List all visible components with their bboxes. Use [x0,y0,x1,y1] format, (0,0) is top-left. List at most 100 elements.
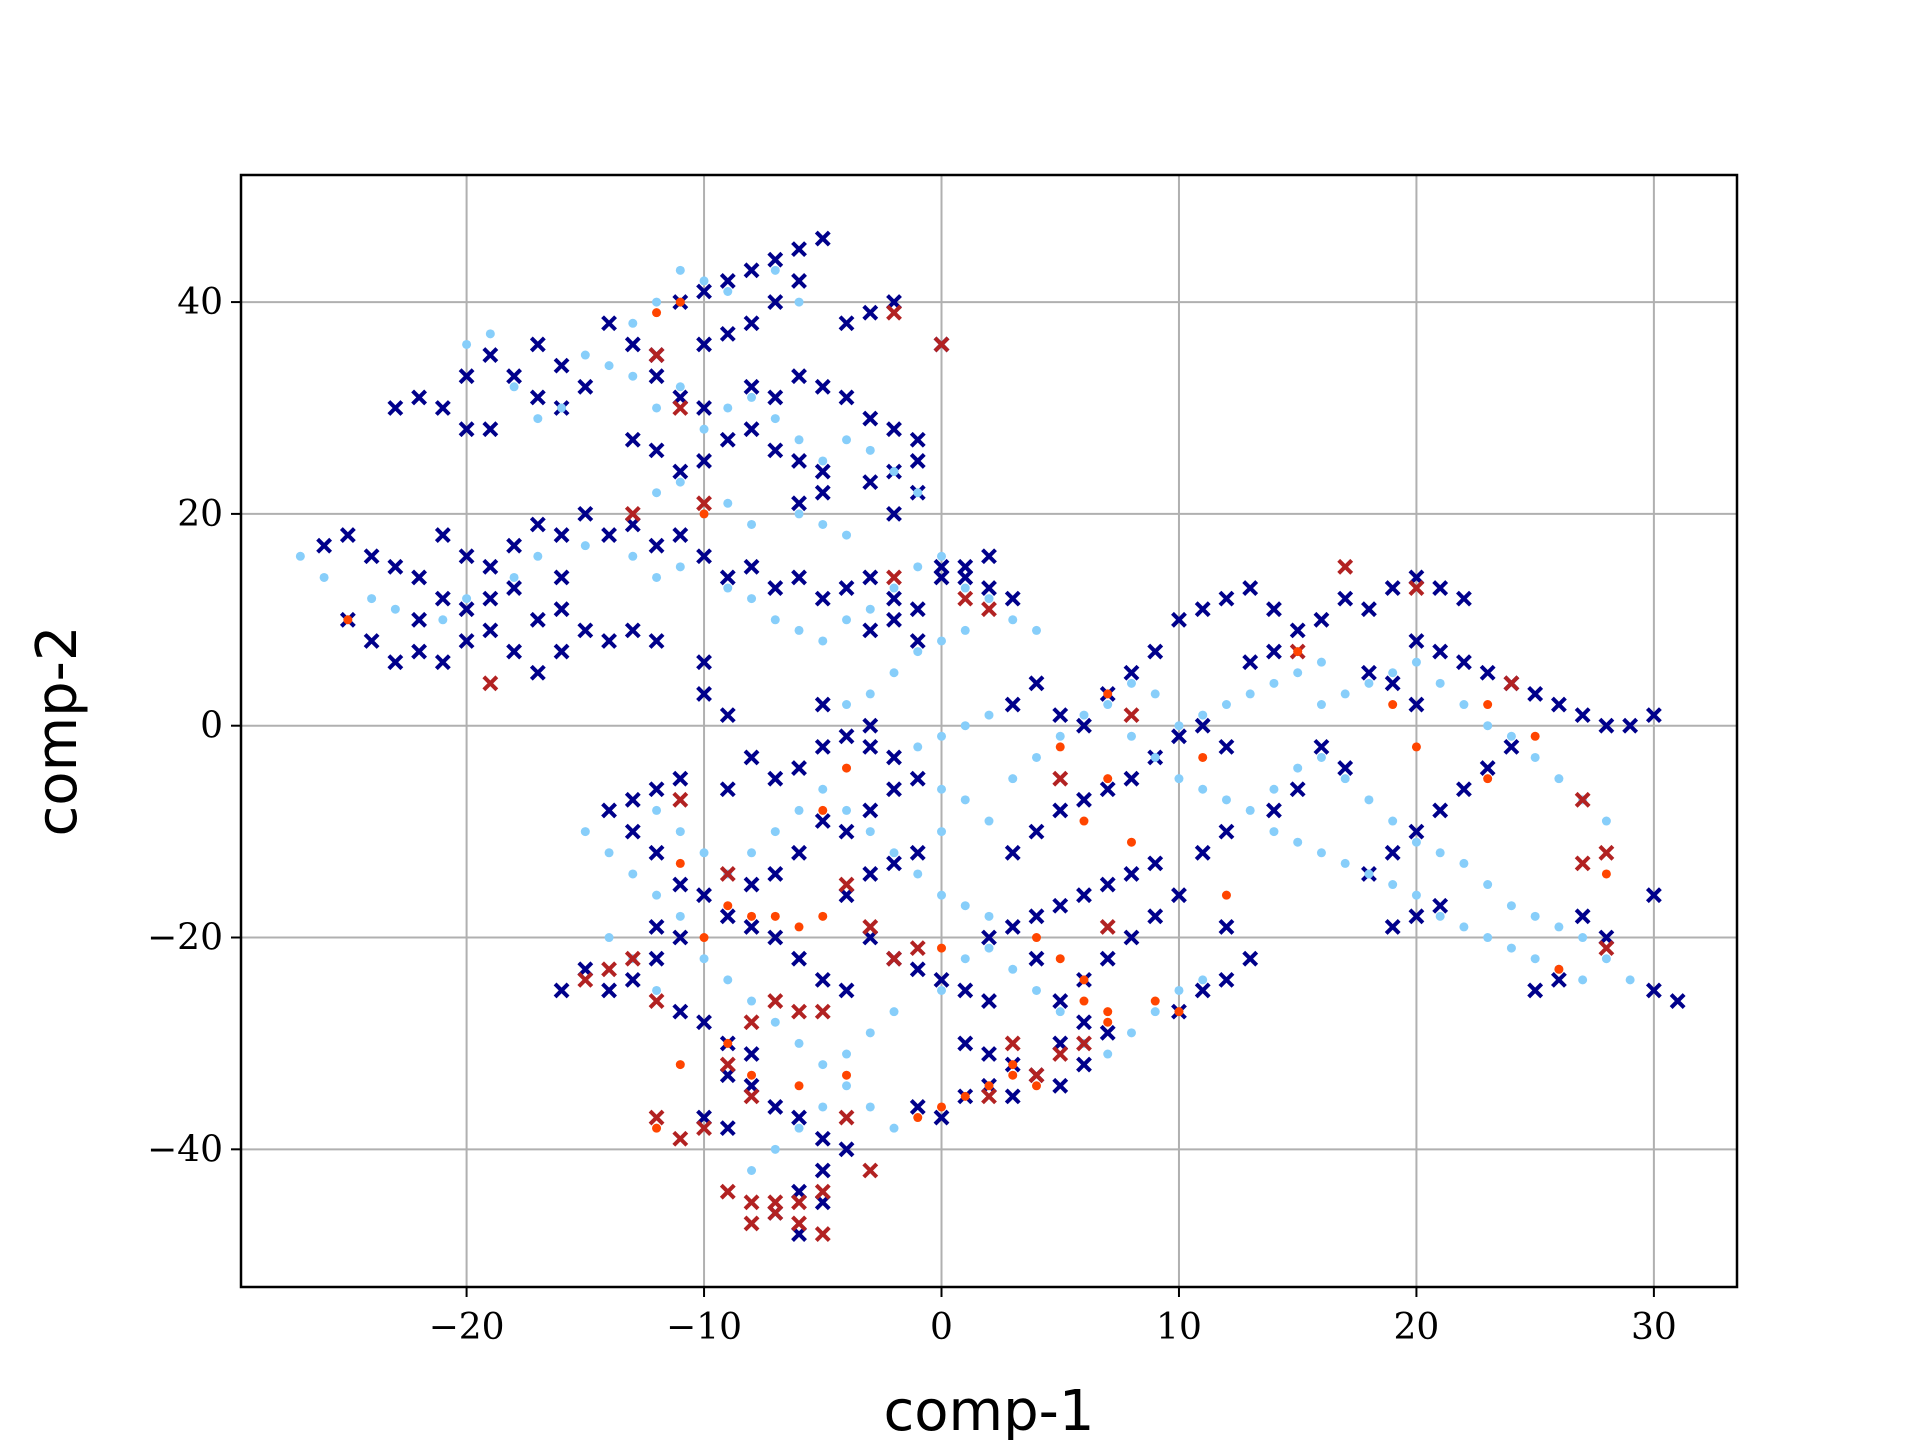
data-point-x [814,463,831,480]
data-point-x [1408,908,1425,925]
data-point-dot [842,435,852,445]
data-point-x [648,368,665,385]
data-point-dot [1459,700,1469,710]
data-point-x [577,622,594,639]
data-point-x [838,876,855,893]
data-point-dot [1150,1007,1160,1017]
data-point-dot [984,1081,994,1091]
data-point-x [743,315,760,332]
data-point-dot [1221,795,1231,805]
data-point-dot [1411,657,1421,667]
data-point-x [577,378,594,395]
data-point-x [838,315,855,332]
data-point-x [1028,1067,1045,1084]
data-point-x [672,1130,689,1147]
data-point-x [1456,590,1472,607]
data-point-dot [557,403,567,413]
data-point-x [1004,919,1021,935]
data-point-dot [1008,774,1018,784]
data-point-dot [1364,795,1374,805]
data-point-x [814,1183,831,1200]
data-point-dot [1530,954,1540,964]
data-point-x [791,368,807,385]
data-point-dot [937,985,947,995]
data-point-x [862,738,879,755]
data-point-dot [1079,710,1089,720]
data-point-dot [1126,837,1136,847]
data-point-x [767,442,784,459]
data-point-x [648,919,665,935]
data-point-x [1147,908,1164,925]
data-point-dot [1316,657,1326,667]
data-point-x [1052,897,1069,914]
data-point-dot [794,1038,804,1048]
data-point-x [506,368,522,385]
data-point-dot [794,805,804,815]
data-point-x [1052,993,1069,1009]
data-point-dot [1031,933,1041,943]
data-point-x [743,421,760,438]
data-point-x [1479,760,1496,776]
data-point-dot [1483,700,1493,710]
data-point-x [1313,611,1330,628]
data-point-dot [960,795,970,805]
data-point-dot [1174,1007,1184,1017]
data-point-dot [1031,985,1041,995]
data-point-dot [628,318,638,328]
data-point-x [1242,580,1259,596]
data-point-x [482,347,499,363]
data-point-x [1266,802,1282,819]
data-point-x [886,855,902,872]
data-point-x [1574,908,1591,925]
data-point-dot [794,625,804,635]
data-point-x [648,537,665,554]
data-point-x [933,1109,950,1126]
data-point-x [1361,664,1377,681]
data-point-x [791,569,807,586]
data-point-x [1266,643,1282,660]
data-point-x [1171,728,1187,745]
data-point-x [981,993,997,1009]
data-point-dot [842,530,852,540]
data-point-x [601,633,617,649]
data-point-dot [770,414,780,424]
data-point-dot [1483,933,1493,943]
data-point-dot [1293,668,1303,678]
data-point-x [1242,950,1259,967]
data-point-x [696,654,712,671]
data-point-dot [652,488,662,498]
data-point-dot [1269,827,1279,837]
data-point-x [1218,823,1235,840]
data-point-x [1028,908,1045,925]
data-point-x [1384,580,1401,596]
data-point-dot [1126,731,1136,741]
data-point-dot [462,339,472,349]
data-point-x [529,664,546,681]
x-tick-label: 10 [1156,1307,1202,1348]
data-point-dot [675,827,685,837]
data-point-x [1028,823,1045,840]
data-point-dot [699,276,709,286]
data-point-x [719,325,736,342]
data-point-dot [604,361,614,371]
data-point-dot [865,1102,875,1112]
data-point-dot [913,488,923,498]
data-point-x [411,611,428,628]
data-point-x [1218,971,1235,988]
data-point-dot [1578,933,1588,943]
y-tick-label: −20 [147,918,223,959]
data-point-dot [390,604,400,614]
data-point-dot [723,583,733,593]
axis-ticks: −20 −10 0 10 20 30 −40 −20 0 20 40 [147,282,1677,1348]
data-point-x [791,495,807,512]
y-tick-label: 20 [177,494,223,535]
data-point-x [743,749,760,766]
data-point-dot [889,467,899,477]
data-point-x [719,908,736,925]
data-point-x [1028,950,1045,967]
data-point-x [529,389,546,406]
data-point-x [553,982,570,999]
data-point-x [933,558,950,575]
data-point-dot [913,869,923,879]
data-point-x [1004,696,1021,713]
